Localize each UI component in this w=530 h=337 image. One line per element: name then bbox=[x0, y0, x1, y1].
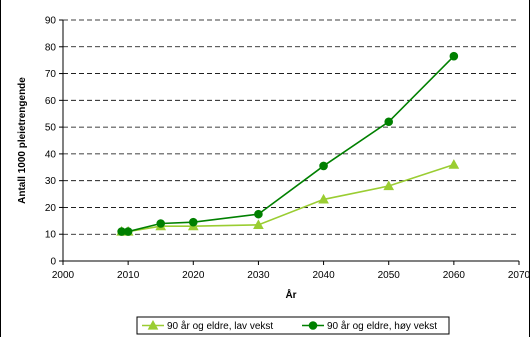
series-line bbox=[121, 55, 455, 233]
legend-box bbox=[136, 316, 450, 335]
series-line bbox=[121, 163, 455, 233]
y-tick-labels: 0 10 20 30 40 50 60 70 80 90 bbox=[45, 16, 63, 268]
y-tick-label: 20 bbox=[45, 203, 57, 214]
data-point bbox=[123, 227, 133, 236]
y-tick-label: 50 bbox=[45, 123, 57, 134]
legend-label: 90 år og eldre, lav vekst bbox=[167, 320, 273, 332]
x-tick-label: 2050 bbox=[378, 270, 401, 281]
x-tick-label: 2030 bbox=[247, 270, 270, 281]
data-point bbox=[384, 117, 394, 127]
x-tick-labels: 2000 2010 2020 2030 2040 2050 2060 2070 bbox=[52, 261, 530, 281]
y-tick-label: 30 bbox=[45, 176, 57, 187]
y-tick-label: 90 bbox=[45, 16, 57, 27]
y-tick-label: 80 bbox=[45, 42, 57, 53]
x-tick-label: 2020 bbox=[182, 270, 205, 281]
x-axis-label: År bbox=[285, 288, 296, 301]
x-tick-label: 2000 bbox=[52, 270, 75, 281]
legend: 90 år og eldre, lav vekst 90 år og eldre,… bbox=[136, 316, 450, 335]
x-tick-label: 2060 bbox=[443, 270, 466, 281]
data-point bbox=[319, 161, 328, 171]
legend-label: 90 år og eldre, høy vekst bbox=[327, 320, 437, 332]
data-point bbox=[318, 193, 329, 204]
data-point bbox=[188, 217, 198, 227]
data-point bbox=[254, 209, 263, 219]
x-tick-label: 2040 bbox=[312, 270, 335, 281]
x-tick-label: 2010 bbox=[117, 270, 140, 281]
y-tick-label: 0 bbox=[50, 257, 56, 268]
data-point bbox=[253, 219, 264, 229]
data-point bbox=[156, 219, 166, 228]
data-point bbox=[449, 51, 459, 61]
series-group bbox=[116, 51, 460, 236]
x-tick-label: 2070 bbox=[508, 270, 530, 281]
legend-swatch-marker bbox=[308, 321, 318, 330]
series-2 bbox=[117, 51, 459, 236]
y-tick-label: 70 bbox=[45, 69, 57, 80]
legend-swatch-marker bbox=[147, 319, 159, 330]
y-tick-label: 40 bbox=[45, 149, 57, 160]
data-point bbox=[448, 159, 460, 169]
data-point bbox=[383, 180, 395, 191]
y-tick-label: 60 bbox=[45, 96, 57, 107]
legend-entry: 90 år og eldre, høy vekst bbox=[302, 320, 437, 332]
grid-lines bbox=[63, 19, 519, 235]
legend-entry: 90 år og eldre, lav vekst bbox=[142, 319, 273, 332]
y-axis-label: Antall 1000 pleietrengende bbox=[17, 77, 28, 204]
y-tick-label: 10 bbox=[45, 230, 57, 241]
